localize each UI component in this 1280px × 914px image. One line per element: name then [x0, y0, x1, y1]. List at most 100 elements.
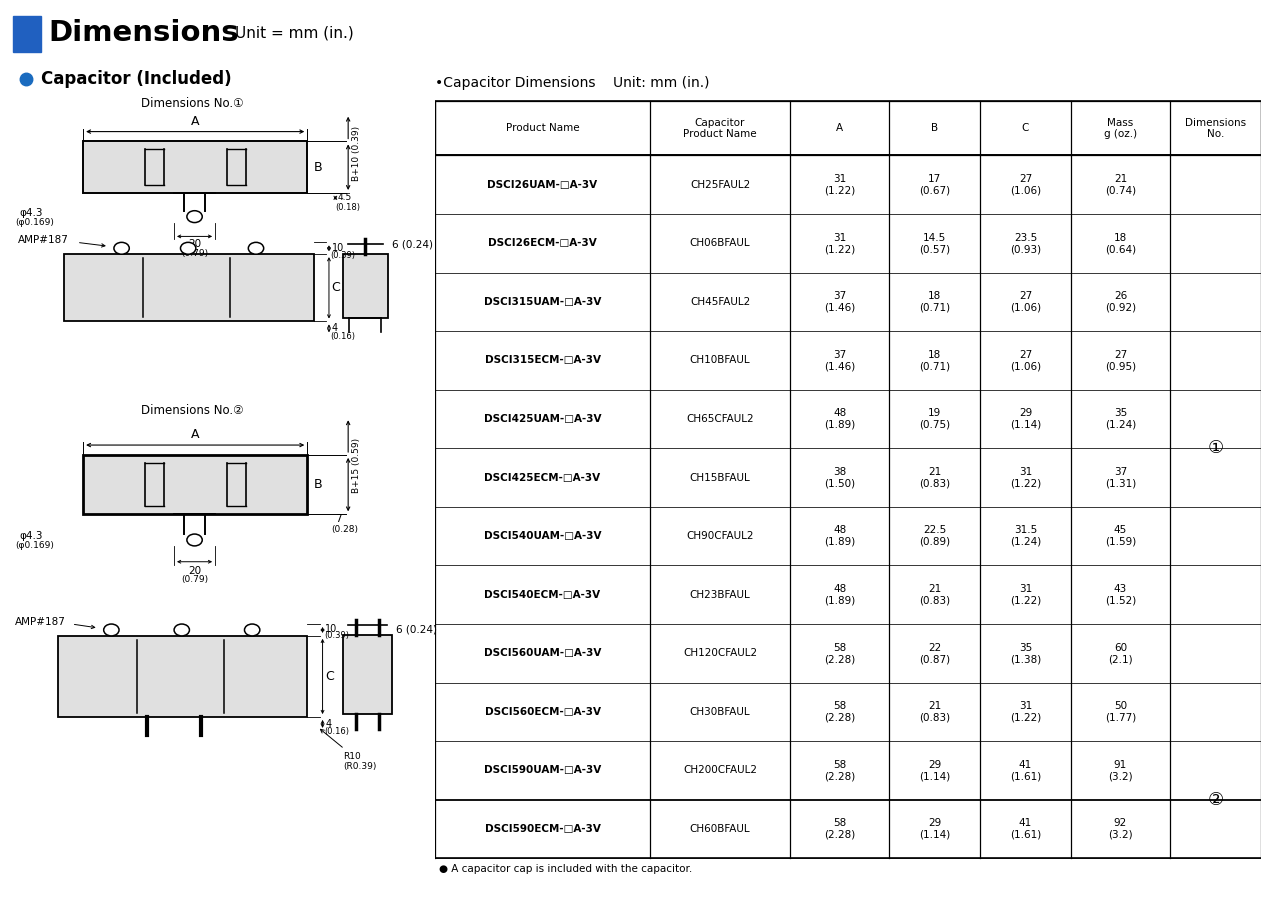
Text: 31.5
(1.24): 31.5 (1.24) [1010, 526, 1041, 547]
Text: Dimensions No.②: Dimensions No.② [141, 404, 243, 417]
Bar [435, 101, 1261, 155]
Text: B+10 (0.39): B+10 (0.39) [352, 126, 361, 181]
Text: CH25FAUL2: CH25FAUL2 [690, 180, 750, 190]
Text: 10: 10 [325, 624, 338, 634]
Text: 18
(0.71): 18 (0.71) [919, 291, 950, 313]
Text: 92
(3.2): 92 (3.2) [1108, 818, 1133, 840]
Bar [83, 455, 307, 515]
Text: 27
(1.06): 27 (1.06) [1010, 350, 1041, 371]
Text: CH120CFAUL2: CH120CFAUL2 [684, 648, 756, 658]
Text: B+15 (0.59): B+15 (0.59) [352, 438, 361, 494]
Text: DSCI425UAM-□A-3V: DSCI425UAM-□A-3V [484, 414, 602, 424]
Text: CH06BFAUL: CH06BFAUL [690, 239, 750, 249]
Text: 14.5
(0.57): 14.5 (0.57) [919, 232, 950, 254]
Text: CH60BFAUL: CH60BFAUL [690, 824, 750, 834]
Text: 35
(1.24): 35 (1.24) [1105, 409, 1137, 430]
Text: Dimensions: Dimensions [49, 19, 239, 48]
Text: AMP#187: AMP#187 [15, 617, 67, 627]
Text: C: C [325, 670, 334, 683]
Text: 6 (0.24): 6 (0.24) [396, 625, 436, 635]
Text: DSCI590UAM-□A-3V: DSCI590UAM-□A-3V [484, 765, 602, 775]
Text: 41
(1.61): 41 (1.61) [1010, 760, 1041, 781]
Text: 21
(0.74): 21 (0.74) [1105, 174, 1137, 196]
Text: A: A [191, 428, 200, 441]
Text: Unit = mm (in.): Unit = mm (in.) [234, 26, 353, 41]
Text: DSCI315UAM-□A-3V: DSCI315UAM-□A-3V [484, 297, 602, 307]
Text: φ4.3: φ4.3 [19, 207, 42, 218]
Text: 29
(1.14): 29 (1.14) [1010, 409, 1041, 430]
Text: DSCI540UAM-□A-3V: DSCI540UAM-□A-3V [484, 531, 602, 541]
Text: 60
(2.1): 60 (2.1) [1108, 643, 1133, 664]
Text: 58
(2.28): 58 (2.28) [824, 760, 855, 781]
Text: 31
(1.22): 31 (1.22) [1010, 701, 1041, 723]
Text: (0.79): (0.79) [180, 249, 209, 258]
Text: 20: 20 [188, 566, 201, 576]
Text: CH15BFAUL: CH15BFAUL [690, 473, 750, 483]
Text: (0.18): (0.18) [335, 203, 361, 212]
Bar [64, 254, 314, 322]
Circle shape [248, 242, 264, 254]
Text: (0.39): (0.39) [330, 250, 356, 260]
Text: 50
(1.77): 50 (1.77) [1105, 701, 1137, 723]
Circle shape [174, 624, 189, 636]
Circle shape [114, 242, 129, 254]
Text: 18
(0.71): 18 (0.71) [919, 350, 950, 371]
Text: A: A [836, 123, 844, 133]
Text: ①: ① [1207, 440, 1224, 457]
Bar [13, 16, 41, 52]
Bar [343, 254, 388, 318]
Text: ②: ② [1207, 791, 1224, 809]
Text: CH10BFAUL: CH10BFAUL [690, 356, 750, 366]
Text: 23.5
(0.93): 23.5 (0.93) [1010, 232, 1041, 254]
Text: Product Name: Product Name [506, 123, 580, 133]
Text: CH45FAUL2: CH45FAUL2 [690, 297, 750, 307]
Text: Capacitor (Included): Capacitor (Included) [41, 70, 232, 88]
Text: 91
(3.2): 91 (3.2) [1108, 760, 1133, 781]
Text: 45
(1.59): 45 (1.59) [1105, 526, 1137, 547]
Text: B: B [314, 478, 323, 491]
Text: 27
(0.95): 27 (0.95) [1105, 350, 1137, 371]
Bar [83, 142, 307, 193]
Text: 29
(1.14): 29 (1.14) [919, 760, 950, 781]
Text: (0.16): (0.16) [330, 332, 356, 341]
Circle shape [187, 534, 202, 546]
Text: CH65CFAUL2: CH65CFAUL2 [686, 414, 754, 424]
Text: 27
(1.06): 27 (1.06) [1010, 174, 1041, 196]
Text: 41
(1.61): 41 (1.61) [1010, 818, 1041, 840]
Text: 4.5: 4.5 [338, 194, 352, 202]
Text: 21
(0.83): 21 (0.83) [919, 584, 950, 606]
Text: 4: 4 [325, 719, 332, 728]
Text: 10: 10 [332, 243, 344, 253]
Circle shape [180, 242, 196, 254]
Text: DSCI26ECM-□A-3V: DSCI26ECM-□A-3V [488, 239, 596, 249]
Text: Mass
g (oz.): Mass g (oz.) [1103, 118, 1137, 139]
Circle shape [244, 624, 260, 636]
Text: 26
(0.92): 26 (0.92) [1105, 291, 1137, 313]
Text: AMP#187: AMP#187 [18, 236, 69, 245]
Text: 4: 4 [332, 324, 338, 334]
Text: 37
(1.46): 37 (1.46) [824, 291, 855, 313]
Text: B: B [314, 161, 323, 174]
Text: 48
(1.89): 48 (1.89) [824, 584, 855, 606]
Text: 48
(1.89): 48 (1.89) [824, 409, 855, 430]
Text: 31
(1.22): 31 (1.22) [824, 174, 855, 196]
Text: B: B [931, 123, 938, 133]
Text: CH200CFAUL2: CH200CFAUL2 [684, 765, 756, 775]
Text: Dimensions No.①: Dimensions No.① [141, 98, 243, 111]
Text: 27
(1.06): 27 (1.06) [1010, 291, 1041, 313]
Text: 7: 7 [335, 515, 342, 525]
Text: 6 (0.24): 6 (0.24) [392, 239, 433, 250]
Text: 35
(1.38): 35 (1.38) [1010, 643, 1041, 664]
Text: ● A capacitor cap is included with the capacitor.: ● A capacitor cap is included with the c… [439, 864, 692, 874]
Text: 37
(1.46): 37 (1.46) [824, 350, 855, 371]
Text: 31
(1.22): 31 (1.22) [824, 232, 855, 254]
Bar [58, 636, 307, 717]
Text: 58
(2.28): 58 (2.28) [824, 701, 855, 723]
Text: Capacitor
Product Name: Capacitor Product Name [684, 118, 756, 139]
Text: (0.39): (0.39) [324, 632, 349, 641]
Text: 22.5
(0.89): 22.5 (0.89) [919, 526, 950, 547]
Text: DSCI540ECM-□A-3V: DSCI540ECM-□A-3V [484, 590, 600, 600]
Text: A: A [191, 114, 200, 128]
Text: DSCI560UAM-□A-3V: DSCI560UAM-□A-3V [484, 648, 602, 658]
Text: C: C [1021, 123, 1029, 133]
